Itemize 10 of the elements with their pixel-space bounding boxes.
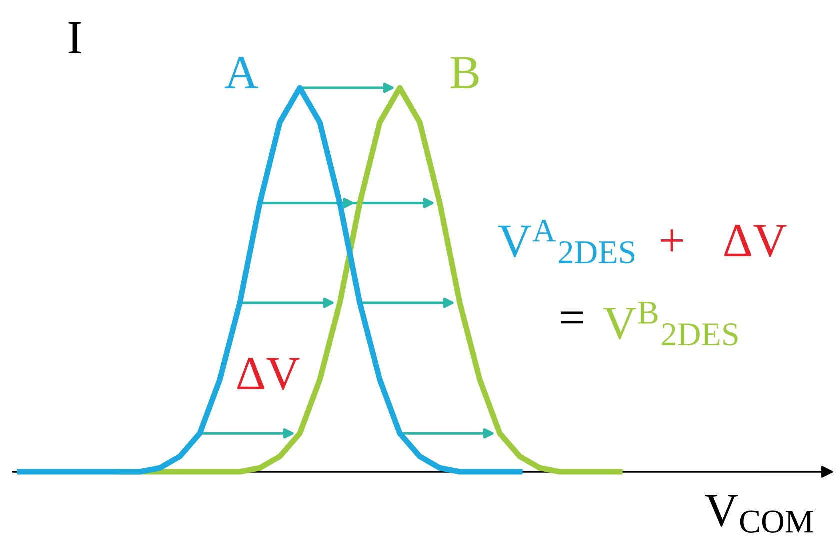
annotation: = <box>561 312 584 324</box>
annotation: V$^{A}$$_{2DES}$ <box>498 220 635 264</box>
text: ΔV <box>724 225 787 258</box>
text: + <box>661 230 684 252</box>
series-label: A <box>225 57 258 88</box>
y-axis-title: I <box>68 22 82 54</box>
x-axis-title: V$_{COM}$ <box>705 495 814 533</box>
annotation: V$^{B}$$_{2DES}$ <box>603 302 738 346</box>
annotation: ΔV <box>238 358 300 390</box>
series-label: B <box>450 57 479 88</box>
